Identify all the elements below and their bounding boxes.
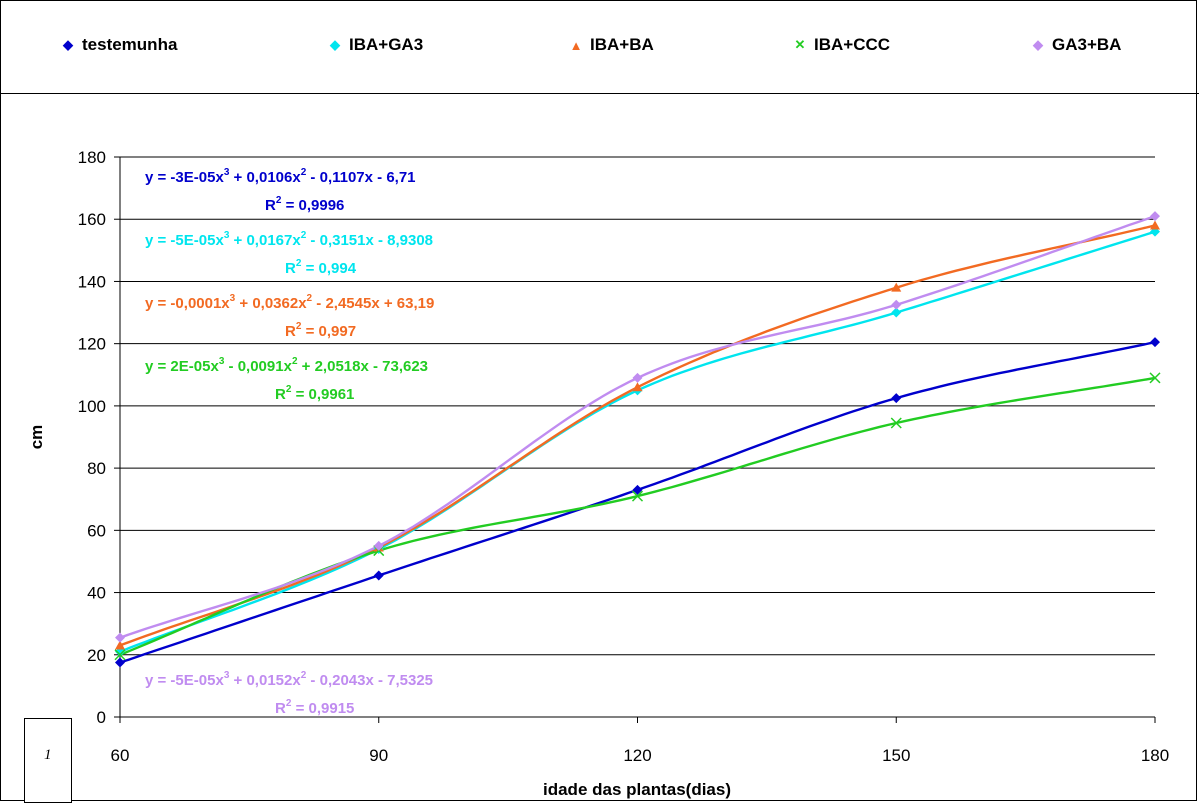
legend: ◆ testemunha ◆ IBA+GA3 ▲ IBA+BA ✕ IBA+CC…: [0, 0, 1199, 94]
y-tick-label: 160: [78, 210, 106, 229]
legend-marker-diamond-icon: ◆: [63, 37, 73, 52]
y-tick-label: 80: [87, 459, 106, 478]
data-point: [891, 393, 902, 404]
y-tick-label: 0: [97, 708, 106, 727]
data-point: [891, 299, 902, 310]
data-point: [632, 382, 643, 392]
x-tick-label: 60: [111, 746, 130, 765]
y-tick-label: 40: [87, 584, 106, 603]
data-points: [114, 211, 1161, 668]
x-tick-labels: 60 90 120 150 180: [111, 746, 1170, 765]
data-point: [115, 640, 125, 650]
corner-glyph: 1: [44, 747, 52, 763]
r-squared-label: R2 = 0,9961: [275, 384, 355, 403]
legend-item-ga3-ba: ◆ GA3+BA: [1030, 35, 1121, 55]
y-tick-label: 180: [78, 148, 106, 167]
y-tick-labels: 0 20 40 60 80 100 120 140 160 180: [78, 148, 106, 727]
x-tick-label: 120: [623, 746, 651, 765]
legend-marker-x-icon: ✕: [794, 37, 806, 52]
legend-item-iba-ga3: ◆ IBA+GA3: [327, 35, 423, 55]
legend-item-testemunha: ◆ testemunha: [60, 35, 177, 55]
data-point: [632, 372, 643, 383]
legend-label: IBA+BA: [590, 35, 654, 54]
trendline-equation: y = -0,0001x3 + 0,0362x2 - 2,4545x + 63,…: [145, 293, 435, 312]
legend-label: testemunha: [82, 35, 178, 54]
data-point: [891, 307, 902, 318]
data-point: [1149, 372, 1161, 384]
r-squared-label: R2 = 0,997: [285, 321, 357, 340]
data-point: [114, 649, 126, 661]
data-point: [891, 282, 902, 292]
y-tick-label: 100: [78, 397, 106, 416]
corner-box: 1: [24, 718, 72, 803]
data-point: [115, 657, 125, 668]
legend-item-iba-ccc: ✕ IBA+CCC: [792, 35, 891, 55]
legend-label: IBA+CCC: [814, 35, 891, 54]
y-tick-label: 60: [87, 521, 106, 540]
data-point: [631, 490, 644, 502]
data-point: [632, 484, 643, 495]
legend-marker-triangle-icon: ▲: [569, 37, 583, 53]
y-axis-title: cm: [27, 425, 46, 450]
x-tick-label: 150: [882, 746, 910, 765]
data-point: [1150, 211, 1160, 222]
data-point: [1150, 337, 1160, 348]
data-point: [1150, 220, 1160, 230]
trendline-equation: y = -5E-05x3 + 0,0167x2 - 0,3151x - 8,93…: [145, 230, 434, 249]
trendline-equation: y = -5E-05x3 + 0,0152x2 - 0,2043x - 7,53…: [145, 670, 434, 689]
trendline-equation: y = -3E-05x3 + 0,0106x2 - 0,1107x - 6,71: [145, 167, 416, 186]
y-tick-label: 20: [87, 646, 106, 665]
legend-label: GA3+BA: [1052, 35, 1122, 54]
legend-label: IBA+GA3: [349, 35, 424, 54]
gridlines: [120, 156, 1155, 656]
axes: [114, 156, 1156, 723]
y-tick-label: 120: [78, 335, 106, 354]
x-tick-label: 180: [1141, 746, 1169, 765]
y-tick-label: 140: [78, 272, 106, 291]
r-squared-label: R2 = 0,9996: [265, 195, 345, 214]
legend-marker-diamond-icon: ◆: [1033, 37, 1043, 52]
trendlines: [119, 214, 1156, 664]
trendline-equation: y = 2E-05x3 - 0,0091x2 + 2,0518x - 73,62…: [145, 356, 429, 375]
data-point: [373, 540, 384, 551]
data-point: [115, 632, 125, 643]
legend-item-iba-ba: ▲ IBA+BA: [568, 35, 654, 55]
data-point: [373, 570, 384, 581]
legend-marker-diamond-icon: ◆: [330, 37, 340, 52]
trendline-IBA+CCC: [119, 376, 1156, 656]
x-tick-label: 90: [369, 746, 388, 765]
r-squared-label: R2 = 0,994: [285, 258, 357, 277]
data-point: [890, 417, 902, 429]
x-axis-title: idade das plantas(dias): [543, 780, 731, 799]
r-squared-label: R2 = 0,9915: [275, 698, 355, 717]
trendline-IBA+BA: [119, 224, 1156, 647]
